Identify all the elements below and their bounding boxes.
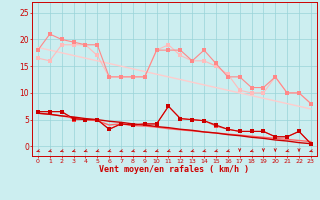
X-axis label: Vent moyen/en rafales ( km/h ): Vent moyen/en rafales ( km/h ) (100, 165, 249, 174)
